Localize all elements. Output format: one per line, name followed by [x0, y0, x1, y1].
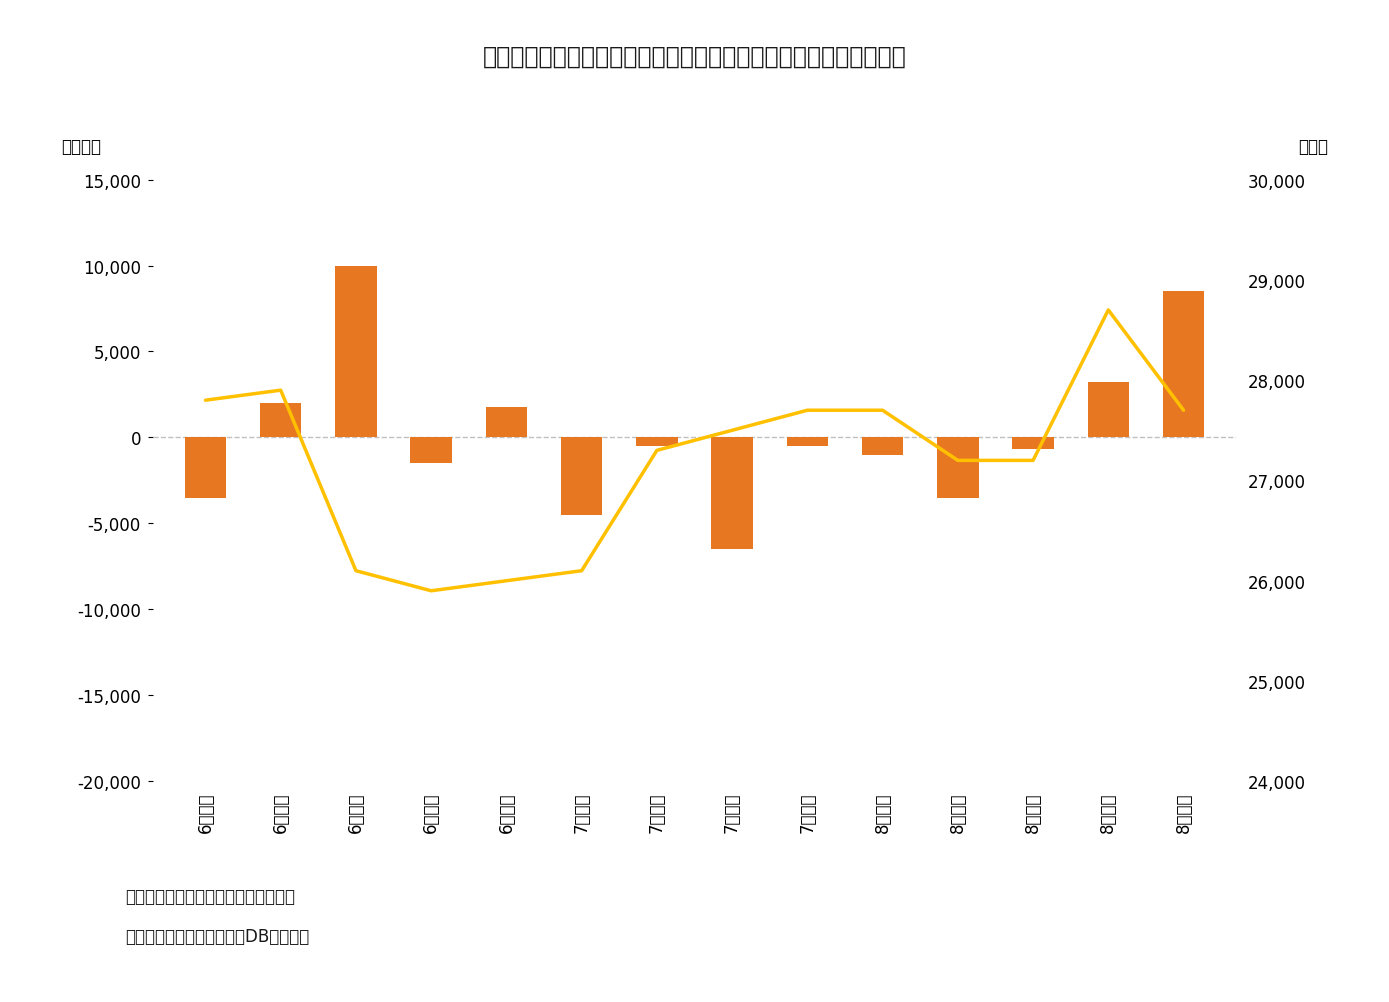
Bar	[786, 438, 828, 447]
Bar	[711, 438, 753, 550]
Text: （注）個人の現物と先物の合計、週次: （注）個人の現物と先物の合計、週次	[125, 887, 294, 905]
Bar	[1088, 383, 1129, 438]
Bar	[1013, 438, 1054, 450]
Bar	[561, 438, 603, 515]
Text: （円）: （円）	[1299, 138, 1328, 156]
Bar	[260, 404, 301, 438]
Bar	[335, 267, 376, 438]
Bar	[411, 438, 451, 464]
Text: （資料）ニッセイ基礎研　DBから作成: （資料）ニッセイ基礎研 DBから作成	[125, 927, 310, 945]
Bar	[185, 438, 226, 498]
Bar	[486, 407, 526, 438]
Bar	[863, 438, 903, 455]
Text: （億円）: （億円）	[61, 138, 100, 156]
Bar	[636, 438, 678, 447]
Bar	[1163, 292, 1204, 438]
Bar	[938, 438, 978, 498]
Text: 図表２　個人は株価下落時に買い、上昇時は売りの「逆張り」戦略: 図表２ 個人は株価下落時に買い、上昇時は売りの「逆張り」戦略	[482, 45, 907, 69]
